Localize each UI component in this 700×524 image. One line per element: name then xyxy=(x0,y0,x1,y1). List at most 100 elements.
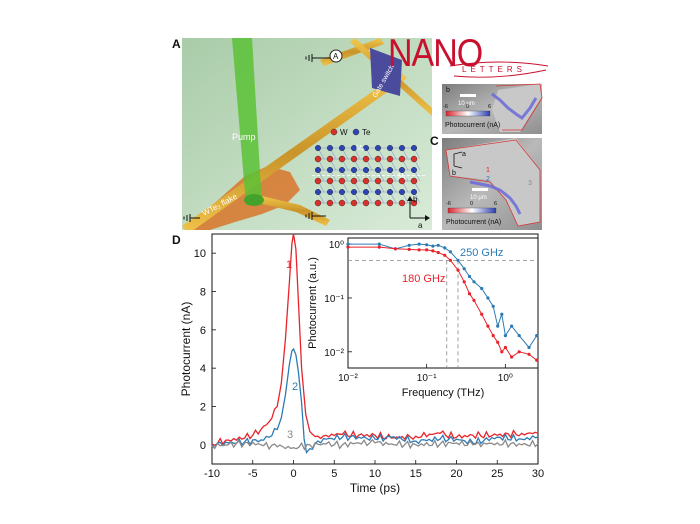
series-3-label: 3 xyxy=(287,429,293,441)
inset-series-1-point xyxy=(407,247,411,251)
inset-series-0-point xyxy=(510,324,514,328)
scale-label-bottom: 10 μm xyxy=(470,195,487,201)
series-2-line xyxy=(211,347,539,454)
te-atom xyxy=(327,166,334,173)
inset-series-1-point xyxy=(517,350,521,354)
y-axis-label: Photocurrent (nA) xyxy=(179,302,193,397)
x-tick-label: -5 xyxy=(248,468,258,480)
w-atom xyxy=(410,199,418,207)
x-axis-label: Time (ps) xyxy=(350,481,400,495)
map-bottom-boundary xyxy=(445,139,541,227)
te-atom xyxy=(363,166,370,173)
inset-x-tick-label: 10⁻² xyxy=(338,373,358,384)
inset-series-0-point xyxy=(467,274,472,279)
te-atom xyxy=(351,166,358,173)
w-atom xyxy=(410,155,418,163)
cbar-bottom-tick-max: 6 xyxy=(494,201,497,207)
colorbar-top xyxy=(445,110,491,117)
inset-y-axis-label: Photocurrent (a.u.) xyxy=(307,257,319,349)
inset-series-0-point xyxy=(443,246,447,250)
pump-spot xyxy=(244,194,264,206)
inset-series-1-point xyxy=(535,358,539,362)
inset-y-tick-label: 10⁰ xyxy=(329,240,344,251)
cbar-bottom-label: Photocurrent (nA) xyxy=(446,219,501,226)
inset-series-1-point xyxy=(346,245,350,249)
w-atom xyxy=(350,155,358,163)
scale-bar-bottom xyxy=(472,188,488,191)
inset-y-tick-label: 10⁻¹ xyxy=(324,294,344,305)
inset-series-0-point xyxy=(535,334,539,338)
y-tick-label: 0 xyxy=(200,440,206,452)
te-atom xyxy=(351,188,358,195)
x-tick-label: -10 xyxy=(204,468,220,480)
inset-series-1-point xyxy=(443,253,447,257)
inset-plot-frame xyxy=(347,237,539,369)
x-tick-label: 15 xyxy=(410,468,422,480)
map-marker-3: 3 xyxy=(528,180,532,187)
inset-series-1-point xyxy=(496,340,500,344)
w-atom xyxy=(326,199,334,207)
y-tick-label: 6 xyxy=(200,325,206,337)
te-atom xyxy=(351,144,358,151)
te-atom xyxy=(327,188,334,195)
cbar-bottom-tick-min: -6 xyxy=(446,201,451,207)
annotation-180ghz: 180 GHz xyxy=(402,273,445,285)
inset-series-0-point xyxy=(472,280,476,284)
ground-icon-left xyxy=(183,214,200,222)
logo-sub: LETTERS xyxy=(462,65,526,74)
inset-series-0-point xyxy=(407,243,411,247)
mirror-a-label: Mₐ xyxy=(356,145,365,152)
map-top-corner-b: b xyxy=(446,87,450,94)
te-atom xyxy=(411,166,418,173)
te-atom xyxy=(387,188,394,195)
inset-series-0-point xyxy=(425,243,429,247)
w-atom xyxy=(326,155,334,163)
w-atom xyxy=(398,199,406,207)
w-atom xyxy=(410,177,418,185)
axis-arrowhead-a xyxy=(425,215,430,221)
te-atom xyxy=(339,144,346,151)
annotation-250ghz: 250 GHz xyxy=(460,247,503,259)
inset-series-1-point xyxy=(486,324,490,328)
inset-series-0-point xyxy=(480,286,484,291)
cbar-top-tick-mid: 0 xyxy=(466,104,469,110)
inset-series-0-point xyxy=(436,243,440,247)
inset-series-0-point xyxy=(496,324,500,328)
w-atom xyxy=(362,177,370,185)
inset-series-0-point xyxy=(377,242,381,246)
inset-series-0-point xyxy=(346,242,350,246)
inset-x-tick-label: 10⁻¹ xyxy=(417,373,437,384)
w-atom xyxy=(326,177,334,185)
te-atom xyxy=(375,188,382,195)
inset-series-1-point xyxy=(436,250,440,255)
w-atom-legend-icon xyxy=(330,128,338,136)
y-tick-label: 4 xyxy=(200,363,206,375)
axis-b-label: b xyxy=(413,195,418,204)
te-atom xyxy=(399,144,406,151)
inset-series-0-point xyxy=(431,244,435,248)
inset-series-0-point xyxy=(500,312,504,316)
axis-arrowhead-b xyxy=(407,196,413,201)
map-bottom-corner-a: a xyxy=(462,151,466,158)
x-tick-label: 10 xyxy=(369,468,381,480)
series-1-line xyxy=(211,233,539,447)
w-atom xyxy=(314,199,322,207)
panel-c-label: C xyxy=(430,134,439,148)
ground-icon-top xyxy=(305,54,330,62)
colorbar-bottom xyxy=(447,207,497,214)
ammeter-icon xyxy=(329,49,343,63)
te-atom xyxy=(387,144,394,151)
inset-series-0-point xyxy=(462,267,466,271)
inset-series-1-point xyxy=(503,345,507,350)
inset-series-1-point xyxy=(431,249,435,253)
electrode-diagonal xyxy=(182,72,407,230)
inset-series-0-point xyxy=(417,242,421,246)
crystal-lattice xyxy=(312,144,426,207)
device-schematic xyxy=(182,38,432,230)
map-marker-1: 1 xyxy=(486,167,490,174)
inset-series-1-point xyxy=(527,352,531,356)
w-atom xyxy=(386,155,394,163)
te-atom xyxy=(363,144,370,151)
inset-series-1-point xyxy=(472,298,476,302)
w-atom xyxy=(314,155,322,163)
